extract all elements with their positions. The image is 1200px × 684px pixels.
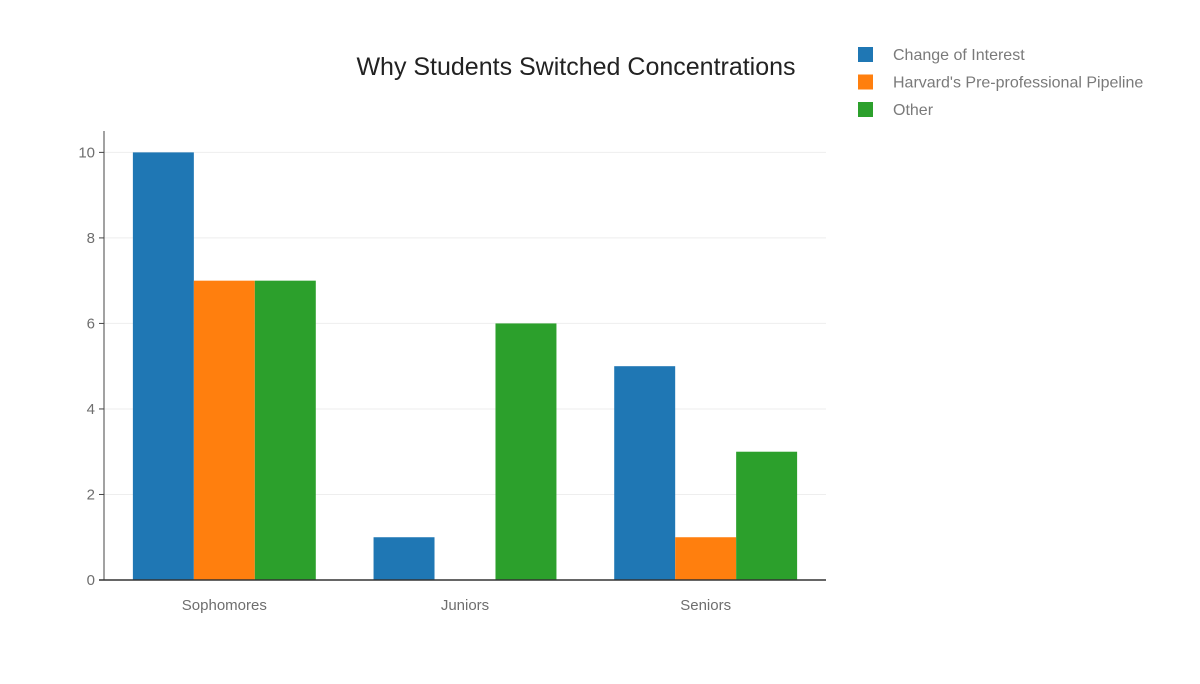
axes: 0 2 4 6 8 10 Sophomores Juniors Seniors [78, 131, 826, 614]
bar-sophomores-series-1[interactable] [132, 152, 194, 580]
legend-swatch[interactable] [858, 47, 873, 62]
y-tick-label: 4 [87, 401, 95, 418]
y-tick-label: 0 [87, 572, 95, 589]
bar-sophomores-series-3[interactable] [254, 280, 316, 580]
y-tick-label: 10 [78, 144, 95, 161]
legend-label[interactable]: Harvard's Pre-professional Pipeline [893, 75, 1143, 92]
legend-swatch[interactable] [858, 102, 873, 117]
bars [132, 152, 798, 580]
legend-swatch[interactable] [858, 74, 873, 90]
x-tick-label: Juniors [441, 597, 489, 614]
legend-label[interactable]: Other [893, 102, 934, 119]
bar-juniors-series-3[interactable] [495, 323, 557, 580]
bar-seniors-series-2[interactable] [675, 537, 737, 580]
bar-sophomores-series-2[interactable] [193, 280, 255, 580]
y-tick-label: 6 [87, 315, 95, 332]
bar-seniors-series-3[interactable] [736, 451, 798, 580]
bar-seniors-series-1[interactable] [614, 366, 676, 580]
y-tick-label: 8 [87, 230, 95, 247]
y-tick-label: 2 [87, 486, 95, 503]
bar-juniors-series-1[interactable] [373, 537, 435, 580]
x-tick-label: Sophomores [182, 597, 267, 614]
chart-title: Why Students Switched Concentrations [356, 53, 795, 81]
legend-label[interactable]: Change of Interest [893, 47, 1025, 64]
x-tick-label: Seniors [680, 597, 731, 614]
legend[interactable]: Change of Interest Harvard's Pre-professi… [858, 47, 1143, 119]
